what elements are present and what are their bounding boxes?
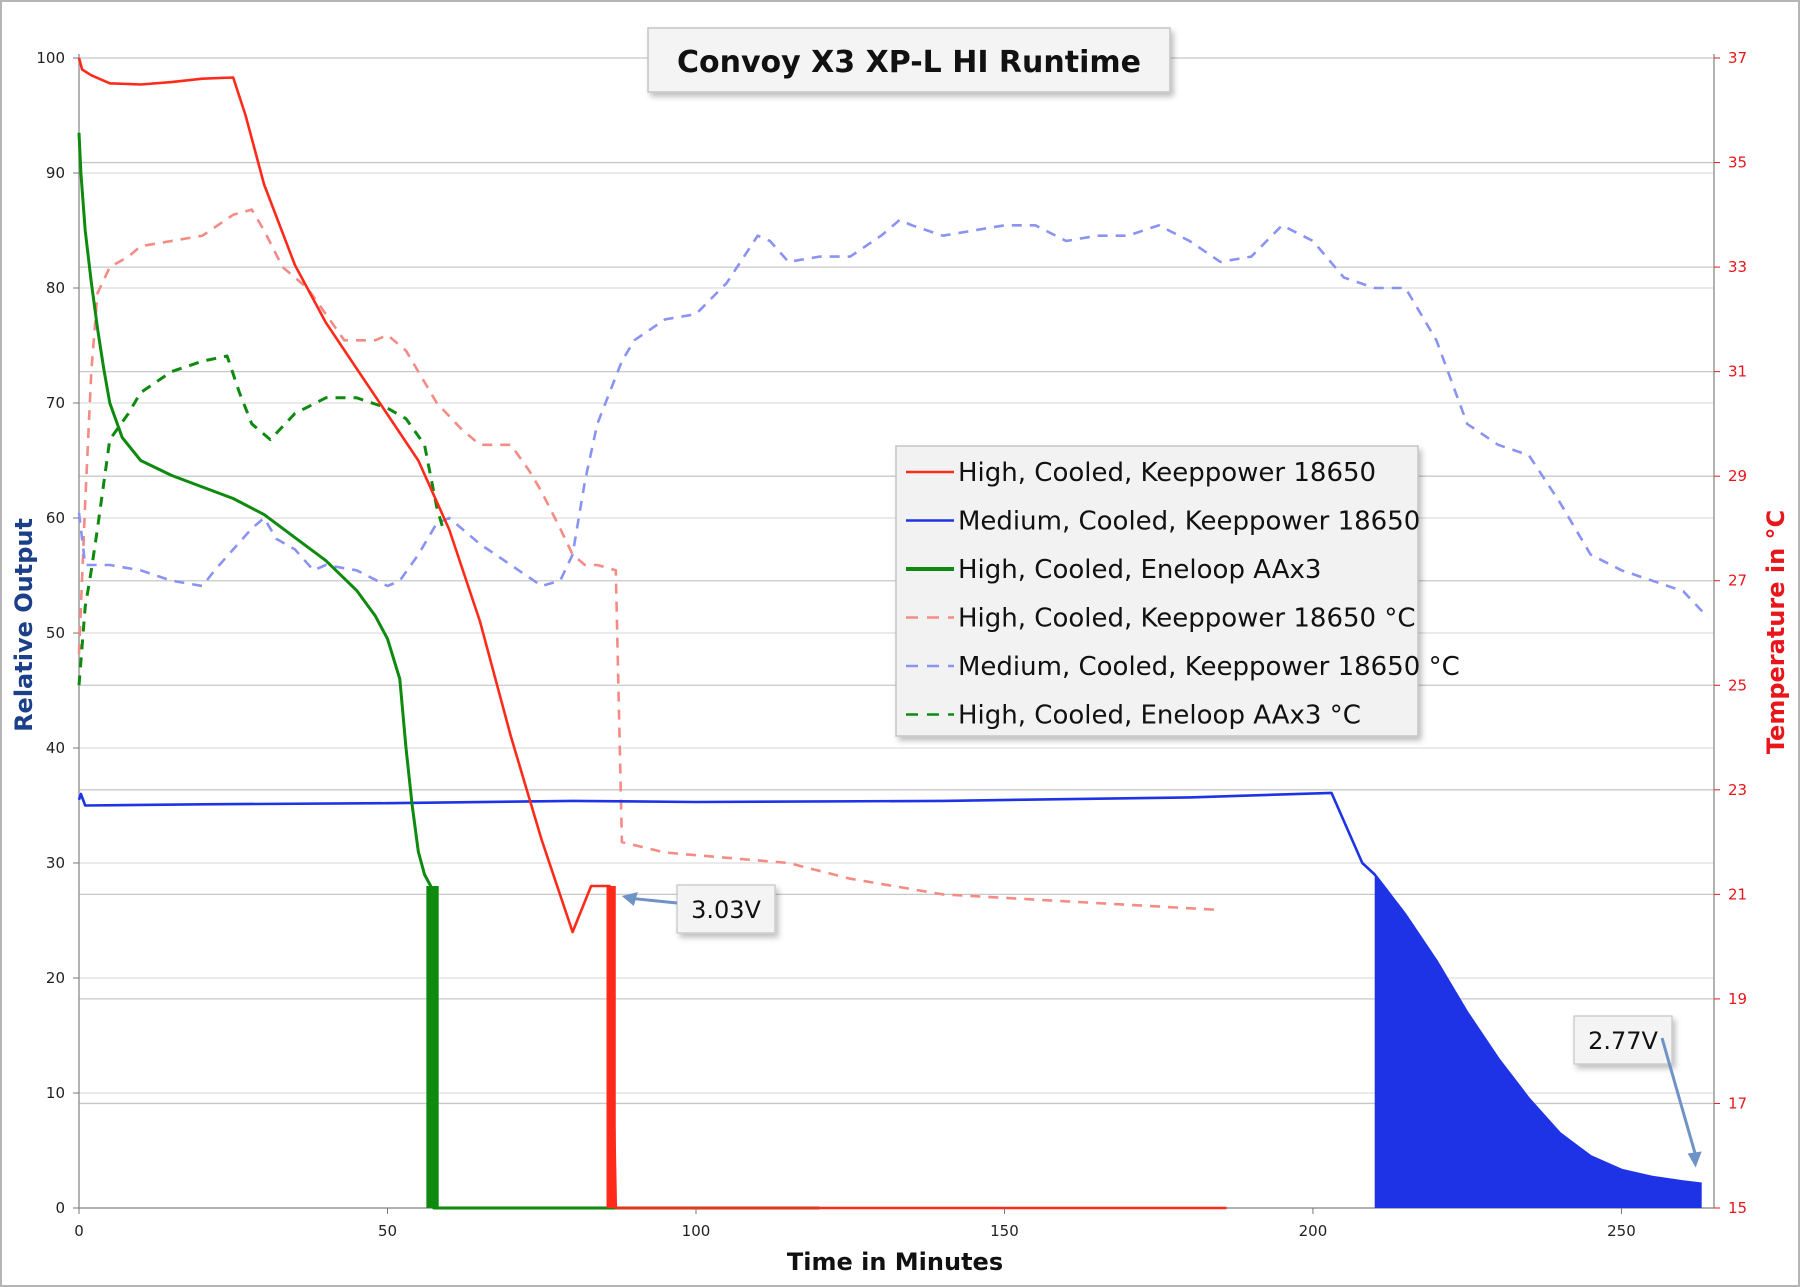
- series-fill-0: [606, 886, 616, 1208]
- series-line-0: [77, 57, 1227, 1210]
- series-line-3: [77, 208, 1221, 912]
- annotations: 3.03V 2.77V: [621, 884, 1702, 1168]
- y-tick-label-6: 60: [46, 509, 65, 527]
- title-box: Convoy X3 XP-L HI Runtime: [647, 27, 1171, 93]
- y2-tick-label-10: 35: [1728, 154, 1747, 172]
- annotation-arrow-0: [627, 896, 678, 905]
- y2-tick-label-11: 37: [1728, 49, 1747, 67]
- y2-tick-label-8: 31: [1728, 363, 1747, 381]
- y-axis-title: Relative Output: [10, 518, 38, 732]
- x-tick-label-2: 100: [682, 1222, 711, 1240]
- annotation-label-0: 3.03V: [691, 896, 761, 924]
- annotation-box-0: [676, 884, 776, 934]
- y2-tick-label-3: 21: [1728, 885, 1747, 903]
- annotation-arrowhead-0: [621, 892, 638, 906]
- y2-tick-label-7: 29: [1728, 467, 1747, 485]
- x-tick-label-0: 0: [74, 1222, 84, 1240]
- legend-label-2: High, Cooled, Eneloop AAx3: [958, 555, 1321, 585]
- y-tick-label-3: 30: [46, 854, 65, 872]
- x-tick-label-3: 150: [990, 1222, 1019, 1240]
- legend-background: [895, 445, 1419, 737]
- series-line-5: [77, 354, 445, 686]
- legend-label-4: Medium, Cooled, Keeppower 18650 °C: [958, 652, 1460, 682]
- y-tick-label-7: 70: [46, 394, 65, 412]
- x-tick-label-1: 50: [378, 1222, 397, 1240]
- y-tick-label-8: 80: [46, 279, 65, 297]
- legend-label-5: High, Cooled, Eneloop AAx3 °C: [958, 701, 1361, 731]
- annotation-arrow-1: [1660, 1037, 1698, 1156]
- y-tick-label-5: 50: [46, 624, 65, 642]
- x-axis-title: Time in Minutes: [787, 1248, 1003, 1276]
- y2-tick-label-1: 17: [1728, 1094, 1747, 1112]
- series-line-4: [77, 218, 1709, 619]
- y-tick-label-9: 90: [46, 164, 65, 182]
- y2-tick-label-5: 25: [1728, 676, 1747, 694]
- legend-label-1: Medium, Cooled, Keeppower 18650: [958, 507, 1420, 537]
- y2-tick-label-2: 19: [1728, 990, 1747, 1008]
- y-tick-label-2: 20: [46, 969, 65, 987]
- series-fill-1: [1374, 874, 1702, 1208]
- x-tick-label-5: 250: [1607, 1222, 1636, 1240]
- y-tick-label-1: 10: [46, 1084, 65, 1102]
- tick-labels: 0 10 20 30 40 50 60 70 80 90 100 15 17 19 21 23 25 27 29 31…: [36, 49, 1747, 1240]
- annotation-arrowhead-1: [1687, 1151, 1702, 1168]
- y-tick-label-10: 100: [36, 49, 65, 67]
- chart-title: Convoy X3 XP-L HI Runtime: [677, 45, 1141, 80]
- y2-tick-label-0: 15: [1728, 1199, 1747, 1217]
- legend-label-3: High, Cooled, Keeppower 18650 °C: [958, 604, 1416, 634]
- title-background: [647, 27, 1171, 93]
- legend-label-0: High, Cooled, Keeppower 18650: [958, 458, 1376, 488]
- x-tick-label-4: 200: [1299, 1222, 1328, 1240]
- y2-tick-label-6: 27: [1728, 572, 1747, 590]
- y2-tick-label-9: 33: [1728, 258, 1747, 276]
- y2-tick-label-4: 23: [1728, 781, 1747, 799]
- y2-axis-title: Temperature in °C: [1762, 510, 1790, 754]
- annotation-label-1: 2.77V: [1588, 1027, 1658, 1055]
- series-fill-2: [426, 886, 439, 1208]
- series-line-2: [77, 132, 820, 1210]
- series-layer: [77, 57, 1709, 1210]
- y-tick-label-4: 40: [46, 739, 65, 757]
- annotation-box-1: [1573, 1015, 1673, 1065]
- legend: High, Cooled, Keeppower 18650 Medium, Coo…: [895, 445, 1460, 737]
- y-tick-label-0: 0: [55, 1199, 65, 1217]
